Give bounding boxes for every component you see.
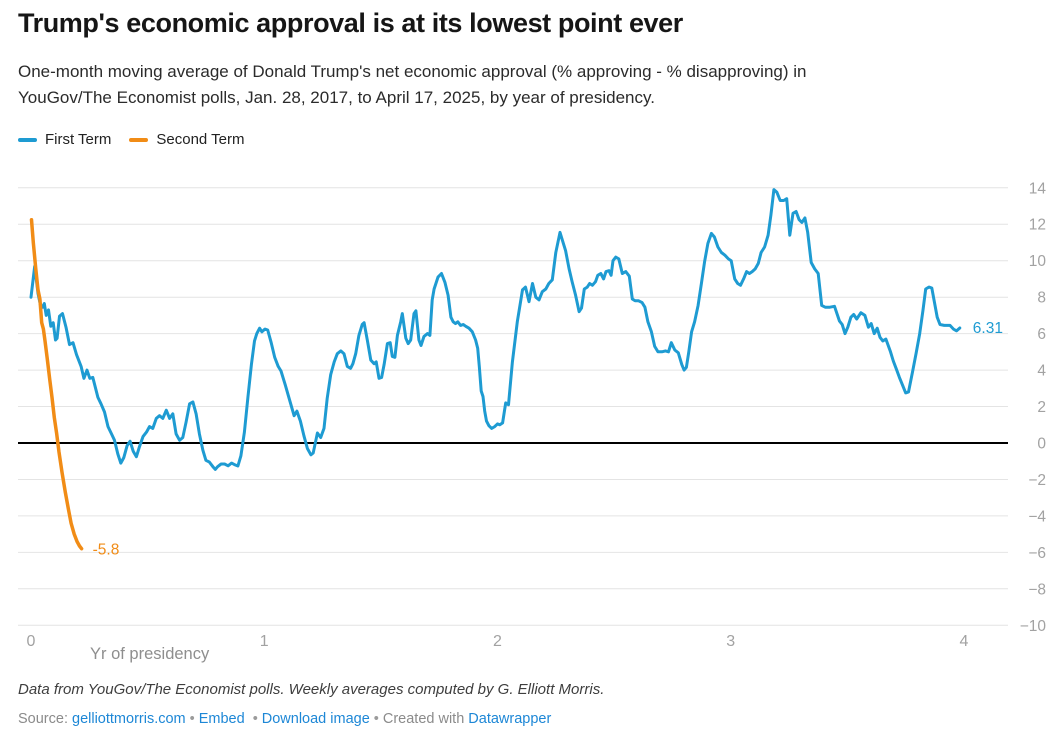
y-tick-label: 10: [1029, 253, 1047, 270]
separator-dot: •: [373, 711, 379, 727]
y-tick-label: −10: [1020, 618, 1047, 635]
separator-dot: •: [189, 711, 195, 727]
second-term-line-swatch: [129, 137, 149, 142]
y-tick-label: −8: [1028, 581, 1046, 598]
x-tick-label: 0: [27, 633, 36, 650]
y-tick-label: −6: [1028, 545, 1046, 562]
legend-label-second-term: Second Term: [156, 131, 245, 148]
download-image-link[interactable]: Download image: [261, 711, 370, 727]
first-term-line-swatch: [18, 137, 37, 142]
y-tick-label: 6: [1037, 326, 1046, 343]
line-second-term: [29, 217, 84, 551]
legend-label-first-term: First Term: [45, 131, 112, 148]
separator-dot: •: [252, 711, 258, 727]
chart-notes: Data from YouGov/The Economist polls. We…: [18, 681, 605, 698]
y-tick-label: 12: [1029, 217, 1046, 234]
y-tick-label: 4: [1037, 363, 1046, 380]
legend-item-first-term: First Term: [18, 131, 111, 148]
embed-link[interactable]: Embed: [198, 711, 245, 727]
source-link[interactable]: gelliottmorris.com: [72, 711, 186, 727]
y-tick-label: 2: [1037, 399, 1046, 416]
chart-title: Trump's economic approval is at its lowe…: [18, 8, 683, 38]
source-line: Source: gelliottmorris.com • Embed • Downlo…: [18, 711, 551, 727]
created-with-label: Created with: [382, 711, 465, 727]
y-tick-label: 8: [1037, 290, 1046, 307]
x-tick-label: 3: [726, 633, 735, 650]
end-value-label-first-term: 6.31: [973, 320, 1003, 337]
y-tick-label: 14: [1029, 180, 1047, 197]
x-axis-title: Yr of presidency: [90, 645, 210, 663]
x-tick-label: 1: [260, 633, 269, 650]
legend-item-second-term: Second Term: [129, 131, 245, 148]
legend: First Term Second Term: [18, 131, 245, 148]
y-tick-label: 0: [1037, 436, 1046, 453]
y-tick-label: −4: [1028, 508, 1046, 525]
line-first-term: [29, 188, 962, 471]
source-label: Source:: [18, 711, 68, 727]
y-tick-label: −2: [1028, 472, 1046, 489]
chart-subtitle: One-month moving average of Donald Trump…: [18, 62, 807, 107]
x-tick-label: 4: [960, 633, 969, 650]
datawrapper-link[interactable]: Datawrapper: [468, 711, 552, 727]
x-tick-label: 2: [493, 633, 502, 650]
end-value-label-second-term: -5.8: [93, 542, 120, 559]
